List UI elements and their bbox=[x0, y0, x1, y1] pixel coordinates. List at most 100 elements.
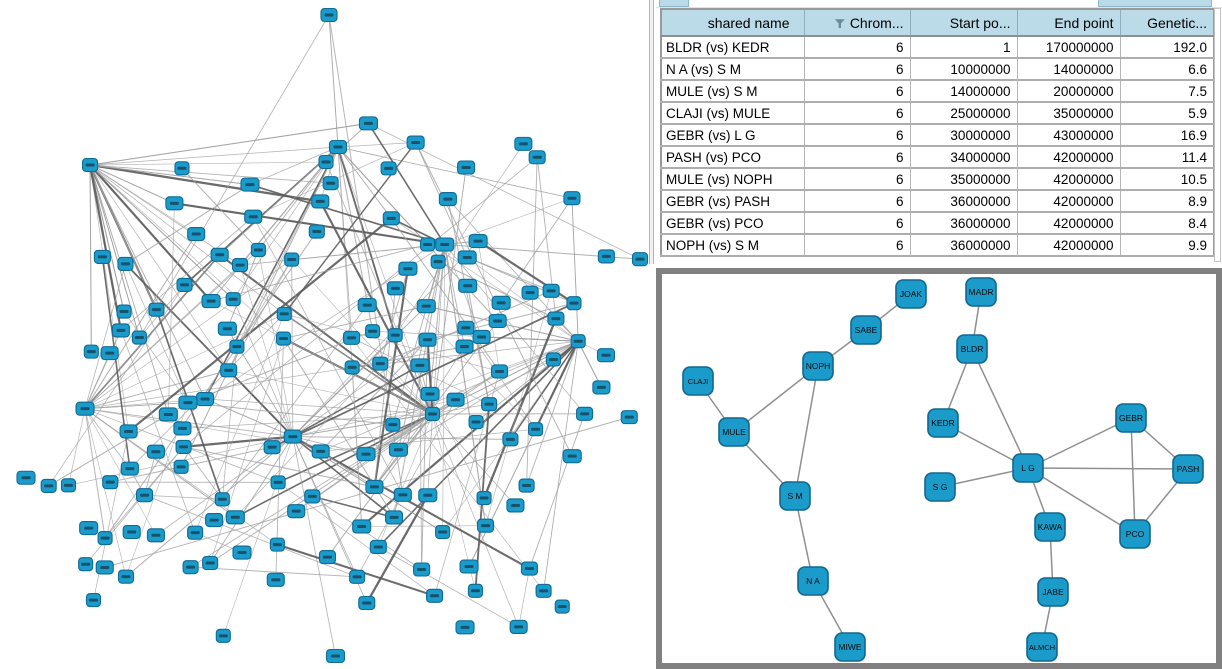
network-node[interactable] bbox=[388, 442, 409, 457]
node-pco[interactable]: PCO bbox=[1119, 519, 1151, 549]
cell-chrom-row5[interactable]: 6 bbox=[804, 124, 911, 147]
network-node[interactable] bbox=[365, 324, 381, 339]
network-node[interactable] bbox=[535, 583, 552, 598]
cell-end-point-row3[interactable]: 20000000 bbox=[1017, 80, 1121, 103]
network-node[interactable] bbox=[175, 439, 192, 454]
network-node[interactable] bbox=[420, 237, 436, 252]
network-node[interactable] bbox=[131, 330, 147, 345]
node-bldr[interactable]: BLDR bbox=[956, 334, 988, 364]
network-node[interactable] bbox=[554, 599, 570, 614]
network-node[interactable] bbox=[542, 283, 560, 298]
network-node[interactable] bbox=[597, 249, 615, 264]
node-claji[interactable]: CLAJI bbox=[682, 366, 714, 396]
network-node[interactable] bbox=[435, 237, 455, 252]
network-node[interactable] bbox=[438, 192, 457, 207]
network-node[interactable] bbox=[225, 292, 241, 307]
node-almch[interactable]: ALMCH bbox=[1026, 632, 1058, 662]
network-node[interactable] bbox=[491, 295, 511, 310]
network-node[interactable] bbox=[173, 459, 189, 474]
network-node[interactable] bbox=[325, 648, 346, 664]
network-node[interactable] bbox=[488, 313, 507, 329]
network-node[interactable] bbox=[518, 478, 535, 493]
network-node[interactable] bbox=[416, 299, 436, 314]
network-node[interactable] bbox=[385, 510, 404, 525]
network-node[interactable] bbox=[459, 559, 479, 574]
network-node[interactable] bbox=[528, 150, 546, 165]
network-node[interactable] bbox=[369, 539, 387, 555]
cell-end-point-row5[interactable]: 43000000 bbox=[1017, 124, 1121, 147]
cell-shared-name-row1[interactable]: BLDR (vs) KEDR bbox=[661, 36, 805, 59]
cell-start-po-row9[interactable]: 36000000 bbox=[910, 212, 1018, 235]
network-node[interactable] bbox=[244, 209, 263, 224]
network-node[interactable] bbox=[78, 557, 94, 572]
network-node[interactable] bbox=[122, 524, 141, 540]
network-node[interactable] bbox=[357, 298, 377, 313]
network-node[interactable] bbox=[424, 406, 441, 422]
network-node[interactable] bbox=[210, 247, 229, 262]
network-node[interactable] bbox=[240, 177, 260, 192]
network-node[interactable] bbox=[358, 116, 379, 131]
network-node[interactable] bbox=[620, 410, 638, 425]
cell-genetic-row5[interactable]: 16.9 bbox=[1120, 124, 1215, 147]
cell-end-point-row9[interactable]: 42000000 bbox=[1017, 212, 1121, 235]
cell-shared-name-row2[interactable]: N A (vs) S M bbox=[661, 58, 805, 81]
cell-start-po-row4[interactable]: 25000000 bbox=[910, 102, 1018, 125]
cell-shared-name-row8[interactable]: GEBR (vs) PASH bbox=[661, 190, 805, 213]
network-node[interactable] bbox=[231, 258, 249, 273]
table-row[interactable]: NOPH (vs) S M 6 36000000 42000000 9.9 bbox=[661, 234, 1215, 257]
network-node[interactable] bbox=[136, 488, 154, 503]
network-node[interactable] bbox=[146, 528, 165, 543]
network-node[interactable] bbox=[95, 560, 114, 575]
network-node[interactable] bbox=[100, 346, 119, 361]
node-noph[interactable]: NOPH bbox=[802, 351, 834, 381]
network-node[interactable] bbox=[365, 479, 384, 494]
network-node[interactable] bbox=[79, 521, 99, 536]
network-node[interactable] bbox=[116, 304, 132, 319]
cell-chrom-row7[interactable]: 6 bbox=[804, 168, 911, 191]
subnetwork-canvas[interactable]: JOAK MADR SABE NOPH CLAJI BLDR MULE KEDR GEBR L G… bbox=[662, 274, 1216, 663]
network-node[interactable] bbox=[195, 391, 215, 407]
network-node[interactable] bbox=[174, 161, 190, 176]
table-row[interactable]: N A (vs) S M 6 10000000 14000000 6.6 bbox=[661, 58, 1215, 81]
network-node[interactable] bbox=[410, 358, 430, 373]
network-node[interactable] bbox=[343, 330, 361, 345]
network-node[interactable] bbox=[563, 191, 581, 206]
network-node[interactable] bbox=[250, 242, 266, 258]
network-node[interactable] bbox=[165, 196, 184, 211]
network-node[interactable] bbox=[467, 583, 483, 598]
network-node[interactable] bbox=[269, 537, 285, 552]
column-header-end-point[interactable]: End point bbox=[1017, 9, 1121, 37]
network-node[interactable] bbox=[468, 234, 488, 249]
network-node[interactable] bbox=[178, 395, 198, 410]
table-row[interactable]: MULE (vs) S M 6 14000000 20000000 7.5 bbox=[661, 80, 1215, 103]
network-node[interactable] bbox=[372, 356, 389, 371]
node-jabe[interactable]: JABE bbox=[1037, 577, 1069, 607]
column-header-genetic[interactable]: Genetic... bbox=[1120, 9, 1215, 37]
large-network-canvas[interactable] bbox=[0, 0, 656, 669]
network-node[interactable] bbox=[320, 7, 338, 23]
network-node[interactable] bbox=[117, 569, 135, 584]
network-node[interactable] bbox=[344, 360, 360, 375]
cell-genetic-row9[interactable]: 8.4 bbox=[1120, 212, 1215, 235]
network-node[interactable] bbox=[214, 492, 230, 507]
network-node[interactable] bbox=[430, 254, 446, 269]
network-node[interactable] bbox=[308, 224, 325, 239]
network-node[interactable] bbox=[16, 470, 36, 485]
network-node[interactable] bbox=[455, 620, 475, 635]
panel-splitter[interactable] bbox=[649, 0, 654, 264]
cell-shared-name-row10[interactable]: NOPH (vs) S M bbox=[661, 234, 805, 257]
node-mule[interactable]: MULE bbox=[718, 417, 750, 447]
network-node[interactable] bbox=[387, 328, 403, 343]
cell-genetic-row3[interactable]: 7.5 bbox=[1120, 80, 1215, 103]
network-node[interactable] bbox=[318, 550, 336, 565]
network-node[interactable] bbox=[304, 489, 321, 504]
network-node[interactable] bbox=[85, 593, 102, 608]
cell-chrom-row9[interactable]: 6 bbox=[804, 212, 911, 235]
network-node[interactable] bbox=[202, 555, 219, 571]
cell-start-po-row8[interactable]: 36000000 bbox=[910, 190, 1018, 213]
cell-start-po-row7[interactable]: 35000000 bbox=[910, 168, 1018, 191]
table-row[interactable]: PASH (vs) PCO 6 34000000 42000000 11.4 bbox=[661, 146, 1215, 169]
node-kedr[interactable]: KEDR bbox=[927, 408, 959, 438]
network-node[interactable] bbox=[187, 525, 204, 540]
node-pash[interactable]: PASH bbox=[1172, 454, 1204, 484]
